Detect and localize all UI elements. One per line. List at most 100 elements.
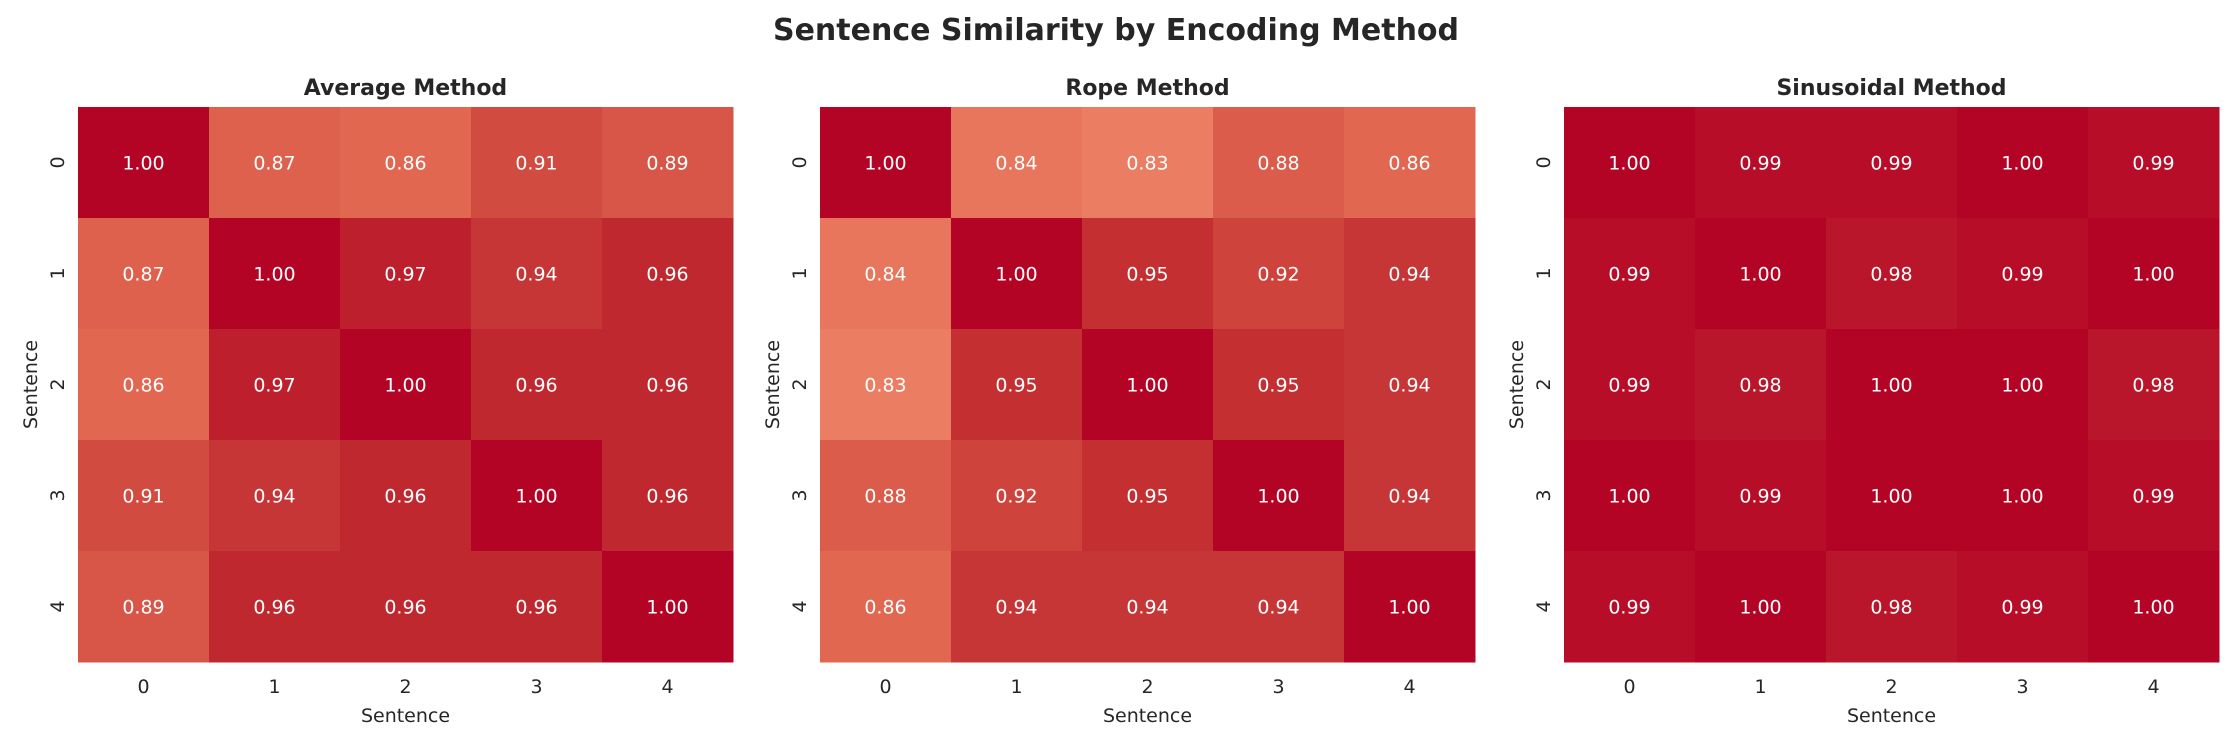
cell-annotation: 0.88 xyxy=(1257,153,1299,175)
cell-annotation: 0.86 xyxy=(1388,153,1430,175)
cell-annotation: 0.94 xyxy=(515,264,557,286)
x-tick-label: 1 xyxy=(268,676,280,698)
x-tick-label: 0 xyxy=(879,676,891,698)
cell-annotation: 0.94 xyxy=(995,597,1037,619)
heatmap-cell xyxy=(602,551,734,663)
cell-annotation: 0.94 xyxy=(1388,486,1430,508)
cell-annotation: 1.00 xyxy=(1608,486,1650,508)
cell-annotation: 1.00 xyxy=(122,153,164,175)
x-tick-label: 4 xyxy=(1403,676,1415,698)
y-tick-label: 4 xyxy=(1533,600,1555,612)
x-tick-label: 2 xyxy=(1885,676,1897,698)
heatmap-cell xyxy=(1695,107,1827,219)
heatmap-cell xyxy=(2088,440,2220,552)
heatmap-cell xyxy=(340,440,472,552)
x-axis-label: Sentence xyxy=(1103,705,1192,727)
y-axis-label: Sentence xyxy=(20,340,42,429)
heatmap-cell xyxy=(209,551,341,663)
cell-annotation: 0.98 xyxy=(1870,597,1912,619)
y-tick-label: 4 xyxy=(789,600,811,612)
heatmap-cell xyxy=(1213,107,1345,219)
heatmap-cell xyxy=(1564,440,1696,552)
cell-annotation: 0.94 xyxy=(1126,597,1168,619)
x-tick-label: 4 xyxy=(2147,676,2159,698)
heatmap-cell xyxy=(1344,329,1476,441)
cell-annotation: 0.95 xyxy=(1126,486,1168,508)
heatmap-cell xyxy=(1082,107,1214,219)
cell-annotation: 0.87 xyxy=(253,153,295,175)
cell-annotation: 0.94 xyxy=(1257,597,1299,619)
cell-annotation: 0.92 xyxy=(995,486,1037,508)
heatmap-cell xyxy=(1826,440,1958,552)
cell-annotation: 1.00 xyxy=(646,597,688,619)
cell-annotation: 1.00 xyxy=(2001,375,2043,397)
y-tick-label: 1 xyxy=(47,267,69,279)
heatmap-cell xyxy=(820,218,952,330)
y-tick-label: 3 xyxy=(1533,489,1555,501)
heatmap-cell xyxy=(78,218,210,330)
heatmap-cell xyxy=(340,107,472,219)
x-tick-label: 0 xyxy=(1623,676,1635,698)
heatmap-cell xyxy=(951,218,1083,330)
cell-annotation: 1.00 xyxy=(1739,264,1781,286)
heatmap-cell xyxy=(209,107,341,219)
cell-annotation: 0.98 xyxy=(1870,264,1912,286)
heatmap-cell xyxy=(1957,551,2089,663)
cell-annotation: 0.86 xyxy=(384,153,426,175)
cell-annotation: 1.00 xyxy=(1388,597,1430,619)
cell-annotation: 0.92 xyxy=(1257,264,1299,286)
cell-annotation: 0.99 xyxy=(1739,153,1781,175)
heatmap-cell xyxy=(602,218,734,330)
heatmap-cell xyxy=(1957,218,2089,330)
y-tick-label: 1 xyxy=(789,267,811,279)
y-axis-label: Sentence xyxy=(762,340,784,429)
cell-annotation: 0.84 xyxy=(995,153,1037,175)
cell-annotation: 0.97 xyxy=(253,375,295,397)
heatmap-cell xyxy=(1213,551,1345,663)
heatmap-cell xyxy=(820,440,952,552)
y-tick-label: 2 xyxy=(47,378,69,390)
heatmap-cell xyxy=(2088,218,2220,330)
heatmap-cell xyxy=(1213,440,1345,552)
cell-annotation: 0.99 xyxy=(1608,375,1650,397)
cell-annotation: 0.96 xyxy=(384,486,426,508)
heatmap-cell xyxy=(340,551,472,663)
cell-annotation: 0.99 xyxy=(1608,264,1650,286)
y-axis-label: Sentence xyxy=(1506,340,1528,429)
heatmap-cell xyxy=(78,440,210,552)
heatmap-cell xyxy=(471,440,603,552)
cell-annotation: 1.00 xyxy=(1739,597,1781,619)
heatmap-cell xyxy=(1957,440,2089,552)
panel-title: Average Method xyxy=(304,76,507,101)
heatmap-cell xyxy=(951,329,1083,441)
cell-annotation: 0.87 xyxy=(122,264,164,286)
heatmap-cell xyxy=(209,440,341,552)
cell-annotation: 1.00 xyxy=(864,153,906,175)
figure-title: Sentence Similarity by Encoding Method xyxy=(773,13,1459,48)
cell-annotation: 0.96 xyxy=(646,486,688,508)
heatmap-cell xyxy=(1344,551,1476,663)
heatmap-cell xyxy=(1826,107,1958,219)
cell-annotation: 0.83 xyxy=(1126,153,1168,175)
cell-annotation: 0.89 xyxy=(122,597,164,619)
heatmap-cell xyxy=(1826,329,1958,441)
y-tick-label: 0 xyxy=(47,156,69,168)
cell-annotation: 0.94 xyxy=(1388,264,1430,286)
cell-annotation: 0.94 xyxy=(1388,375,1430,397)
heatmap-cell xyxy=(340,329,472,441)
panel-title: Rope Method xyxy=(1065,76,1229,101)
heatmap-panel: Average Method 1.00 0.87 0.86 0.91 0.89 0.87 1.… xyxy=(20,76,734,727)
cell-annotation: 0.95 xyxy=(1126,264,1168,286)
heatmap-panel: Sinusoidal Method 1.00 0.99 0.99 1.00 0.99 0.9… xyxy=(1506,76,2220,727)
cell-annotation: 1.00 xyxy=(2001,153,2043,175)
cell-annotation: 0.95 xyxy=(995,375,1037,397)
cell-annotation: 0.98 xyxy=(2132,375,2174,397)
cell-annotation: 1.00 xyxy=(253,264,295,286)
cell-annotation: 0.96 xyxy=(253,597,295,619)
panel-title: Sinusoidal Method xyxy=(1776,76,2006,101)
y-tick-label: 0 xyxy=(1533,156,1555,168)
y-tick-label: 3 xyxy=(789,489,811,501)
cell-annotation: 0.99 xyxy=(1870,153,1912,175)
heatmap-cell xyxy=(602,107,734,219)
heatmap-cell xyxy=(1695,440,1827,552)
